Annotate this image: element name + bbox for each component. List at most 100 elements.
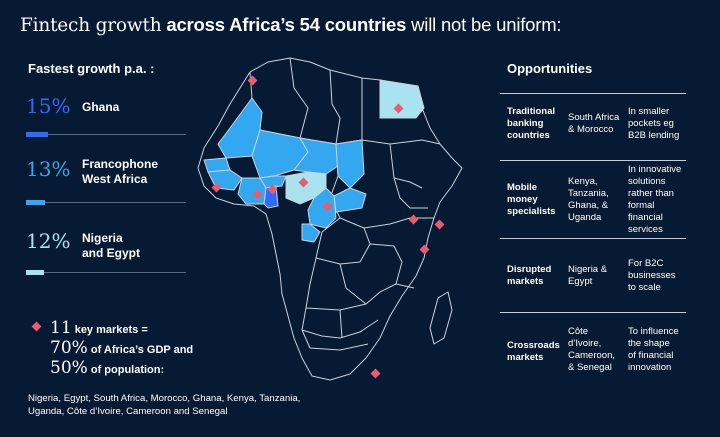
growth-bar-fill [26, 270, 44, 275]
opp-markets-line: d’Ivoire, [568, 338, 602, 349]
growth-region: Nigeria and Egypt [82, 231, 140, 261]
markets-list-line: Nigeria, Egypt, South Africa, Morocco, G… [28, 393, 301, 404]
opp-category-line: specialists [507, 206, 556, 217]
table-row: Crossroads markets Côte d’Ivoire, Camero… [500, 314, 686, 394]
growth-heading: Fastest growth p.a. : [28, 61, 155, 76]
table-divider [500, 238, 686, 239]
markets-gdp-line: 70% of Africa’s GDP and [50, 338, 193, 358]
country-border [369, 243, 415, 289]
opp-opportunity-line: pockets eg [628, 118, 674, 129]
opp-category-line: Disrupted [507, 264, 552, 275]
growth-region-line: Nigeria [82, 231, 123, 245]
opp-category: Disrupted markets [507, 264, 567, 288]
opp-markets: Nigeria & Egypt [568, 264, 626, 288]
markets-count-text: key markets = [71, 324, 148, 336]
markets-pop-line: 50% of population: [50, 358, 164, 378]
markets-pop-text: of population: [87, 364, 165, 376]
country-egypt [379, 79, 425, 119]
country-border [289, 57, 309, 139]
opp-category-line: money [507, 194, 538, 205]
opp-opportunity: To influence the shape of financial inno… [628, 326, 690, 374]
opp-opportunity-line: to scale [628, 282, 661, 293]
country-chad [335, 139, 365, 189]
country-border [329, 69, 341, 145]
country-border [301, 329, 369, 351]
country-cameroon [307, 187, 337, 229]
growth-pct: 13% [26, 157, 71, 181]
growth-region-line: Ghana [82, 100, 120, 114]
marker-morocco [247, 75, 258, 86]
growth-pct: 12% [26, 229, 71, 253]
opp-opportunity: In smaller pockets eg B2B lending [628, 106, 690, 142]
opp-opportunity-line: In smaller [628, 106, 670, 117]
growth-item-ghana: 15% Ghana [26, 94, 186, 139]
opp-opportunity-line: For B2C [628, 258, 664, 269]
markets-list: Nigeria, Egypt, South Africa, Morocco, G… [28, 392, 328, 418]
opp-opportunity: In innovative solutions rather than form… [628, 164, 690, 236]
markets-count-line: 11 key markets = [50, 318, 148, 338]
markets-list-line: Uganda, Côte d’Ivoire, Cameroon and Sene… [28, 406, 228, 417]
opp-opportunity-line: the shape [628, 338, 670, 349]
country-border [301, 307, 379, 339]
country-border [363, 217, 434, 229]
table-row: Disrupted markets Nigeria & Egypt For B2… [500, 240, 686, 304]
markets-count: 11 [50, 318, 72, 338]
country-gabon [301, 223, 321, 243]
table-row: Mobile money specialists Kenya, Tanzania… [500, 162, 686, 238]
table-divider [500, 93, 686, 94]
growth-item-nigeria-egypt: 12% Nigeria and Egypt [26, 229, 186, 279]
marker-nigeria [298, 177, 309, 188]
opp-category-line: banking [507, 118, 544, 129]
table-row: Traditional banking countries South Afri… [500, 96, 686, 160]
page-title: Fintech growth across Africa’s 54 countr… [20, 14, 562, 36]
opp-markets-line: Cameroon, [568, 350, 615, 361]
opp-markets-line: & Senegal [568, 362, 612, 373]
title-growth: growth [89, 15, 162, 36]
growth-pct: 15% [26, 94, 71, 118]
markets-gdp-text: of Africa’s GDP and [87, 344, 194, 356]
opp-opportunity-line: In innovative [628, 164, 682, 175]
africa-map [197, 57, 463, 381]
markets-pop-pct: 50% [50, 358, 88, 378]
opp-category-line: Mobile [507, 182, 538, 193]
opp-opportunity-line: rather than [628, 188, 674, 199]
opp-category-line: markets [507, 352, 544, 363]
opp-opportunity-line: financial [628, 212, 663, 223]
marker-cameroon [322, 201, 333, 212]
opp-category: Crossroads markets [507, 340, 567, 364]
opp-markets-line: Uganda [568, 212, 602, 223]
marker-cote-divoire [252, 189, 263, 200]
opp-markets-line: & Morocco [568, 124, 614, 135]
country-border [389, 143, 428, 209]
growth-bar-track [26, 272, 186, 273]
marker-south-africa [370, 368, 381, 379]
table-divider [500, 160, 686, 161]
opp-markets: South Africa & Morocco [568, 112, 626, 136]
opp-markets: Kenya, Tanzania, Ghana, & Uganda [568, 176, 626, 224]
growth-region: Francophone West Africa [82, 157, 158, 187]
growth-bar-fill [26, 132, 48, 137]
opp-opportunity-line: To influence [628, 326, 679, 337]
opp-category-line: countries [507, 130, 550, 141]
opp-category: Mobile money specialists [507, 182, 567, 218]
marker-uganda [408, 214, 419, 225]
country-car [333, 187, 367, 213]
table-divider [500, 312, 686, 313]
marker-ghana [267, 184, 278, 195]
growth-bar-fill [26, 200, 45, 205]
title-fintech: Fintech [20, 15, 90, 36]
growth-region-line: Francophone [82, 157, 159, 171]
growth-bar-track [26, 134, 186, 135]
opp-markets: Côte d’Ivoire, Cameroon, & Senegal [568, 326, 626, 374]
opp-markets-line: South Africa [568, 112, 620, 123]
opp-opportunity: For B2C businesses to scale [628, 258, 690, 294]
marker-senegal [211, 182, 222, 193]
title-uniform: will not be uniform: [406, 14, 562, 35]
diamond-marker-icon [31, 321, 42, 332]
madagascar [429, 291, 453, 345]
opp-opportunity-line: innovation [628, 362, 672, 373]
growth-region-line: and Egypt [82, 246, 141, 260]
title-across: across Africa’s 54 countries [161, 14, 407, 35]
country-border [339, 309, 343, 339]
opp-markets-line: Nigeria & [568, 264, 608, 275]
